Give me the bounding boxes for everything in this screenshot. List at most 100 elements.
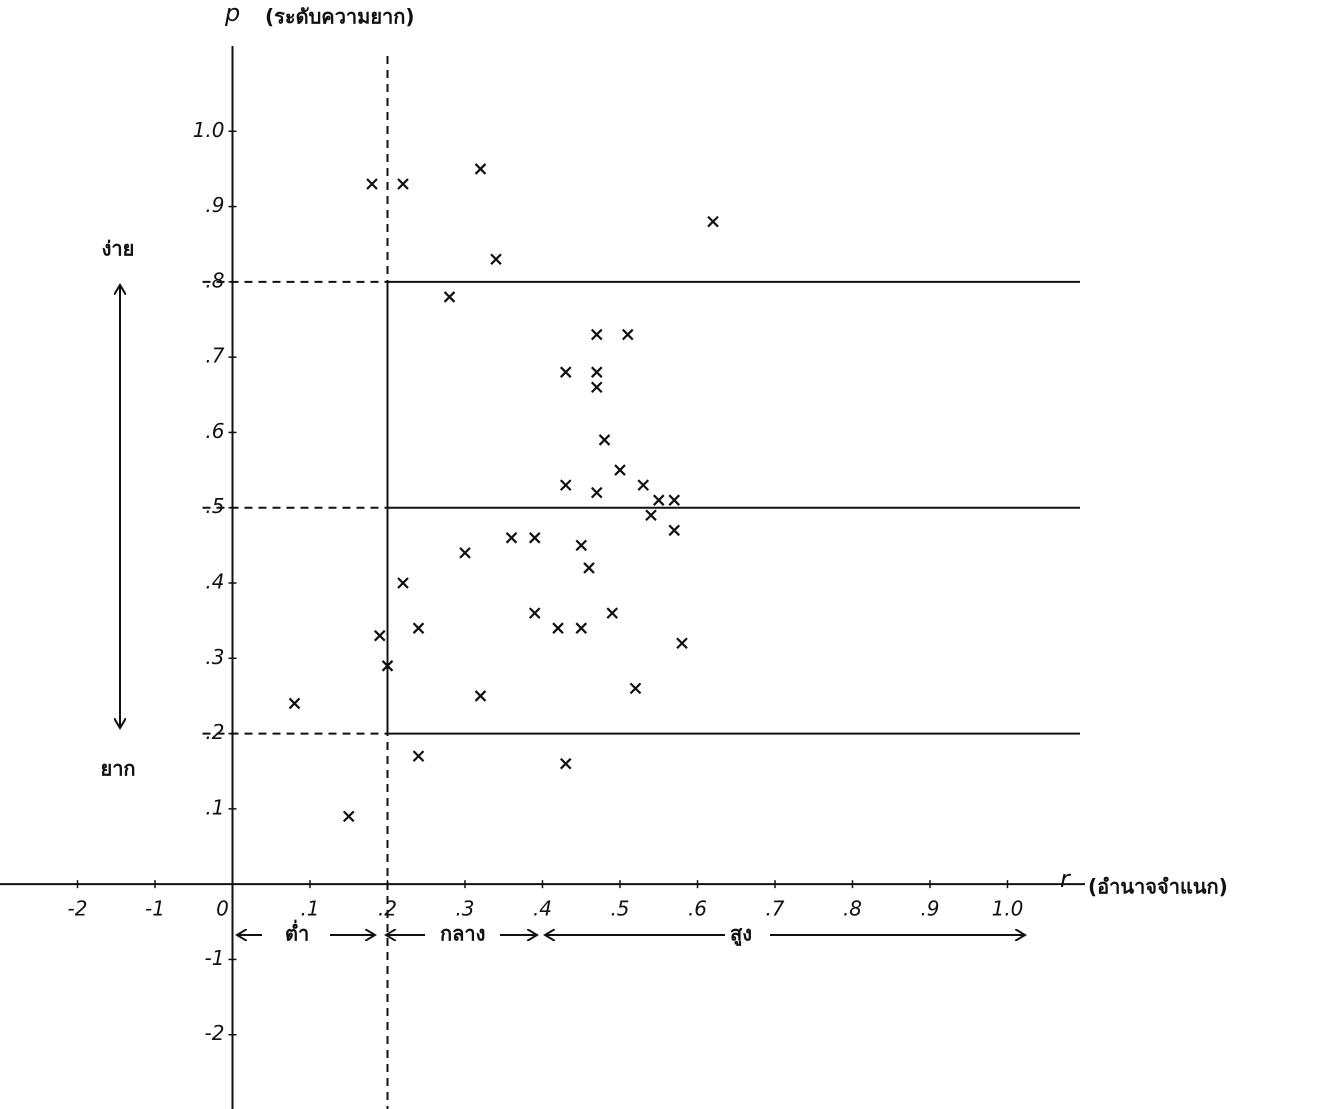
point (443, 291, 456, 303)
point-stroke (707, 215, 719, 228)
point (652, 494, 665, 506)
point-stroke (606, 607, 619, 619)
point-stroke (552, 622, 564, 634)
point (575, 539, 588, 552)
annotation: กลาง (440, 922, 485, 946)
y-tick-label: .3 (205, 645, 224, 669)
point-stroke (528, 607, 541, 619)
point (528, 607, 541, 619)
x-tick-label: 1.0 (992, 897, 1024, 921)
x-tick-label: .9 (920, 897, 939, 921)
x-axis-symbol: r (1060, 865, 1072, 893)
y-tick-label: -2 (205, 1021, 225, 1045)
y-axis-symbol: p (224, 0, 240, 27)
point-stroke (474, 163, 487, 175)
point-stroke (676, 637, 688, 650)
y-tick-label: .5 (205, 494, 224, 518)
point-stroke (443, 291, 456, 303)
annotation: สูง (730, 922, 752, 948)
point (373, 629, 386, 642)
x-tick-label: .8 (843, 897, 862, 921)
point (590, 381, 603, 394)
point (598, 434, 611, 446)
point (637, 479, 650, 491)
chart-title: (ระดับความยาก) (265, 5, 415, 29)
x-tick-label: -2 (68, 897, 88, 921)
point (474, 690, 487, 702)
point-stroke (637, 479, 650, 491)
point-stroke (474, 690, 487, 702)
y-tick-label: .1 (205, 795, 224, 819)
point (590, 366, 603, 378)
x-tick-label: .1 (300, 897, 319, 921)
point-stroke (559, 479, 572, 491)
point-stroke (397, 178, 409, 190)
x-tick-label: .2 (378, 897, 397, 921)
point (397, 577, 409, 589)
point-stroke (668, 524, 681, 537)
point (606, 607, 619, 619)
point (381, 660, 394, 672)
point (676, 637, 688, 650)
point-stroke (505, 532, 518, 544)
x-tick-label: -1 (145, 897, 165, 921)
y-tick-label: .2 (205, 720, 224, 744)
x-tick-label: .3 (455, 897, 474, 921)
point (397, 178, 409, 190)
point-stroke (490, 253, 502, 266)
point (552, 622, 564, 634)
point-stroke (559, 757, 572, 770)
point (668, 524, 681, 537)
point-stroke (366, 178, 378, 190)
point (366, 178, 378, 190)
point-stroke (645, 509, 657, 522)
point-stroke (397, 577, 409, 589)
x-tick-label: .6 (688, 897, 707, 921)
point (342, 810, 355, 823)
point (614, 464, 626, 476)
point-stroke (590, 486, 603, 499)
point-stroke (621, 328, 634, 341)
y-tick-label: .6 (205, 419, 224, 443)
point (590, 328, 603, 341)
point (668, 494, 681, 506)
point-stroke (598, 434, 611, 446)
y-tick-label: 1.0 (193, 118, 225, 142)
y-tick-label: .8 (205, 268, 224, 292)
point (645, 509, 657, 522)
point (575, 622, 588, 634)
point (474, 163, 487, 175)
x-tick-label: .7 (765, 897, 784, 921)
point-stroke (575, 539, 588, 552)
point-stroke (412, 750, 425, 762)
point (459, 547, 471, 559)
point-stroke (381, 660, 394, 672)
point-stroke (590, 381, 603, 394)
point-stroke (459, 547, 471, 559)
point-stroke (373, 629, 386, 642)
x-tick-label: .5 (610, 897, 629, 921)
point-stroke (668, 494, 681, 506)
point (559, 757, 572, 770)
point-stroke (412, 622, 425, 634)
point-stroke (590, 328, 603, 341)
point (629, 682, 642, 695)
x-tick-label: .4 (533, 897, 552, 921)
annotation: ยาก (100, 757, 135, 781)
x-tick-label: 0 (216, 897, 229, 921)
point-stroke (590, 366, 603, 378)
point (412, 622, 425, 634)
point (559, 479, 572, 491)
point-stroke (559, 366, 572, 378)
x-axis-label: (อำนาจจำแนก) (1088, 875, 1228, 899)
point-stroke (629, 682, 642, 695)
point-stroke (652, 494, 665, 506)
point-stroke (583, 562, 595, 574)
point (590, 486, 603, 499)
y-tick-label: -1 (205, 946, 225, 970)
point (707, 215, 719, 228)
point-stroke (342, 810, 355, 823)
y-tick-label: .4 (205, 570, 224, 594)
point (528, 532, 541, 544)
